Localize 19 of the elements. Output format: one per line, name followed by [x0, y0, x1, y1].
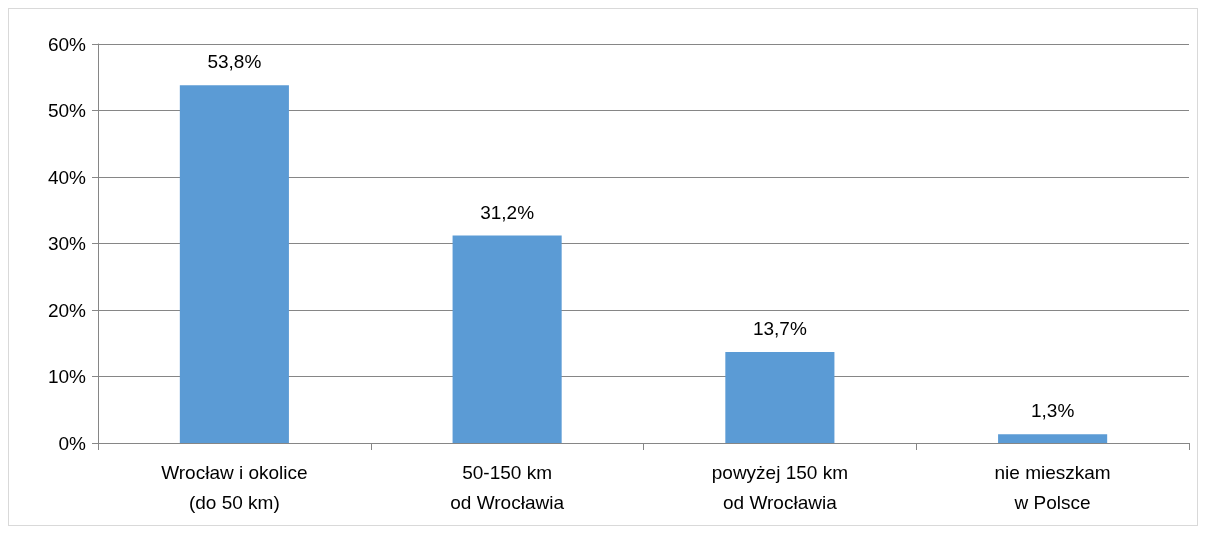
bar: [998, 434, 1108, 443]
x-tick-label: Wrocław i okolice (do 50 km): [161, 461, 308, 513]
y-tick-label: 50%: [47, 100, 87, 121]
bar: [725, 351, 835, 443]
bar: [452, 235, 562, 443]
y-tick-label: 60%: [47, 33, 87, 55]
y-tick-label: 30%: [47, 233, 87, 254]
y-tick-label: 40%: [47, 166, 87, 188]
x-tick-label: powyżej 150 km od Wrocławia: [711, 461, 848, 513]
data-label: 1,3%: [1030, 400, 1075, 422]
data-label: 13,7%: [752, 317, 807, 339]
data-label: 53,8%: [207, 51, 262, 73]
y-tick-label: 0%: [58, 432, 87, 454]
y-tick-label: 10%: [47, 366, 87, 387]
data-label: 31,2%: [480, 201, 535, 223]
bar: [179, 85, 289, 443]
x-tick-label: nie mieszkam w Polsce: [994, 461, 1111, 513]
x-tick-label: 50-150 km od Wrocławia: [450, 461, 565, 513]
y-tick-label: 20%: [47, 299, 87, 321]
